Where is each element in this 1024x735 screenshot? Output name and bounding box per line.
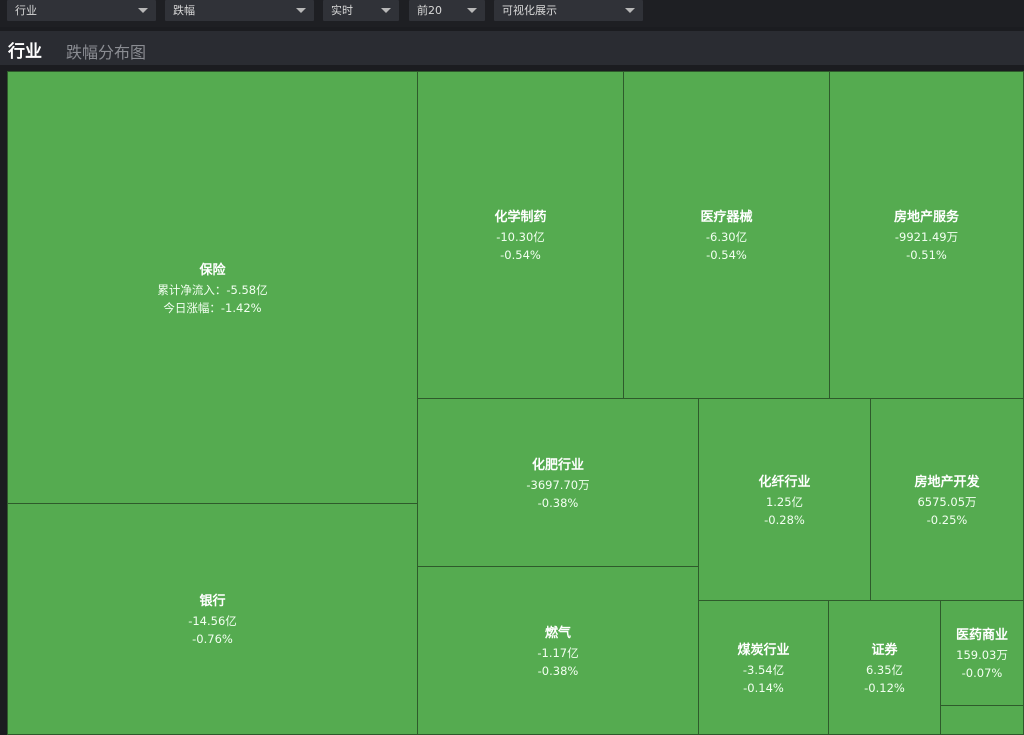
tile-change: -0.12% [864, 680, 905, 695]
tile-change: 今日涨幅：-1.42% [163, 299, 261, 317]
tile-flow: 累计净流入：-5.58亿 [157, 281, 267, 299]
tile-flow: 159.03万 [956, 648, 1008, 662]
tile-flow: 6.35亿 [865, 662, 904, 677]
treemap-tile-yinhang[interactable]: 银行 -14.56亿 -0.76% [7, 503, 418, 735]
tile-flow-value: -5.58亿 [226, 282, 268, 297]
treemap: 保险 累计净流入：-5.58亿 今日涨幅：-1.42% 银行 -14.56亿 -… [7, 71, 1024, 735]
tile-change-value: -1.42% [220, 300, 262, 315]
tile-flow: 1.25亿 [765, 494, 804, 509]
tile-change: -0.38% [537, 663, 579, 678]
tile-name: 燃气 [544, 625, 571, 641]
tile-change: -0.07% [961, 666, 1003, 680]
treemap-tile-huaxuezhiyao[interactable]: 化学制药 -10.30亿 -0.54% [417, 71, 624, 399]
category-dropdown-value: 行业 [15, 4, 37, 17]
timeframe-dropdown-value: 实时 [331, 4, 353, 17]
tile-name: 医药商业 [955, 628, 1008, 643]
page-subtitle: 跌幅分布图 [66, 43, 147, 62]
treemap-tile-yiyaoshangye[interactable]: 医药商业 159.03万 -0.07% [940, 600, 1024, 706]
category-dropdown[interactable]: 行业 [7, 0, 156, 21]
chevron-down-icon [381, 8, 391, 13]
title-bar: 行业 跌幅分布图 [0, 31, 1024, 65]
tile-flow: -3697.70万 [526, 477, 590, 492]
display-dropdown[interactable]: 可视化展示 [494, 0, 643, 21]
tile-change: -0.28% [764, 512, 805, 527]
treemap-tile-fangdichanfuwu[interactable]: 房地产服务 -9921.49万 -0.51% [829, 71, 1024, 399]
tile-change: -0.25% [926, 512, 968, 527]
tile-flow: 6575.05万 [917, 494, 977, 509]
treemap-tile-meitanhangye[interactable]: 煤炭行业 -3.54亿 -0.14% [698, 600, 829, 735]
tile-name: 化肥行业 [531, 457, 584, 473]
treemap-tile-zhengquan[interactable]: 证券 6.35亿 -0.12% [828, 600, 941, 735]
treemap-tile-unlabeled[interactable] [940, 705, 1024, 735]
tile-flow: -10.30亿 [496, 230, 545, 244]
chevron-down-icon [138, 8, 148, 13]
tile-name: 煤炭行业 [737, 642, 790, 658]
treemap-tile-baoxian[interactable]: 保险 累计净流入：-5.58亿 今日涨幅：-1.42% [7, 71, 418, 504]
tile-name: 保险 [199, 262, 226, 278]
chevron-down-icon [296, 8, 306, 13]
metric-dropdown[interactable]: 跌幅 [165, 0, 314, 21]
tile-name: 房地产开发 [914, 474, 980, 490]
tile-change: -0.38% [537, 495, 579, 510]
tile-flow: -1.17亿 [537, 645, 579, 660]
tile-change: -0.51% [906, 248, 947, 262]
chevron-down-icon [625, 8, 635, 13]
tile-name: 化纤行业 [758, 474, 811, 490]
timeframe-dropdown[interactable]: 实时 [323, 0, 399, 21]
treemap-tile-fangdichankaifa[interactable]: 房地产开发 6575.05万 -0.25% [870, 398, 1024, 601]
tile-change: -0.76% [192, 632, 233, 646]
chevron-down-icon [467, 8, 477, 13]
tile-name: 化学制药 [494, 210, 547, 225]
tile-change-label: 今日涨幅： [163, 300, 221, 315]
tile-name: 医疗器械 [700, 210, 753, 225]
topn-dropdown-value: 前20 [417, 4, 442, 17]
tile-flow: -6.30亿 [705, 230, 748, 244]
tile-flow: -3.54亿 [742, 662, 785, 677]
toolbar: 行业 跌幅 实时 前20 可视化展示 [0, 0, 1024, 27]
tile-change: -0.54% [706, 248, 747, 262]
tile-flow-label: 累计净流入： [157, 282, 227, 297]
treemap-tile-yiliaoqixie[interactable]: 医疗器械 -6.30亿 -0.54% [623, 71, 830, 399]
treemap-tile-ranqi[interactable]: 燃气 -1.17亿 -0.38% [417, 566, 699, 735]
display-dropdown-value: 可视化展示 [502, 4, 557, 17]
treemap-tile-huafeihangye[interactable]: 化肥行业 -3697.70万 -0.38% [417, 398, 699, 567]
page-title: 行业 [8, 42, 42, 62]
tile-name: 房地产服务 [893, 210, 959, 225]
treemap-tile-huaxianhangye[interactable]: 化纤行业 1.25亿 -0.28% [698, 398, 871, 601]
tile-name: 银行 [199, 594, 226, 609]
topn-dropdown[interactable]: 前20 [409, 0, 485, 21]
tile-flow: -9921.49万 [894, 230, 959, 244]
metric-dropdown-value: 跌幅 [173, 4, 195, 17]
tile-name: 证券 [871, 642, 898, 658]
tile-change: -0.14% [743, 680, 784, 695]
tile-change: -0.54% [500, 248, 541, 262]
tile-flow: -14.56亿 [188, 614, 237, 628]
